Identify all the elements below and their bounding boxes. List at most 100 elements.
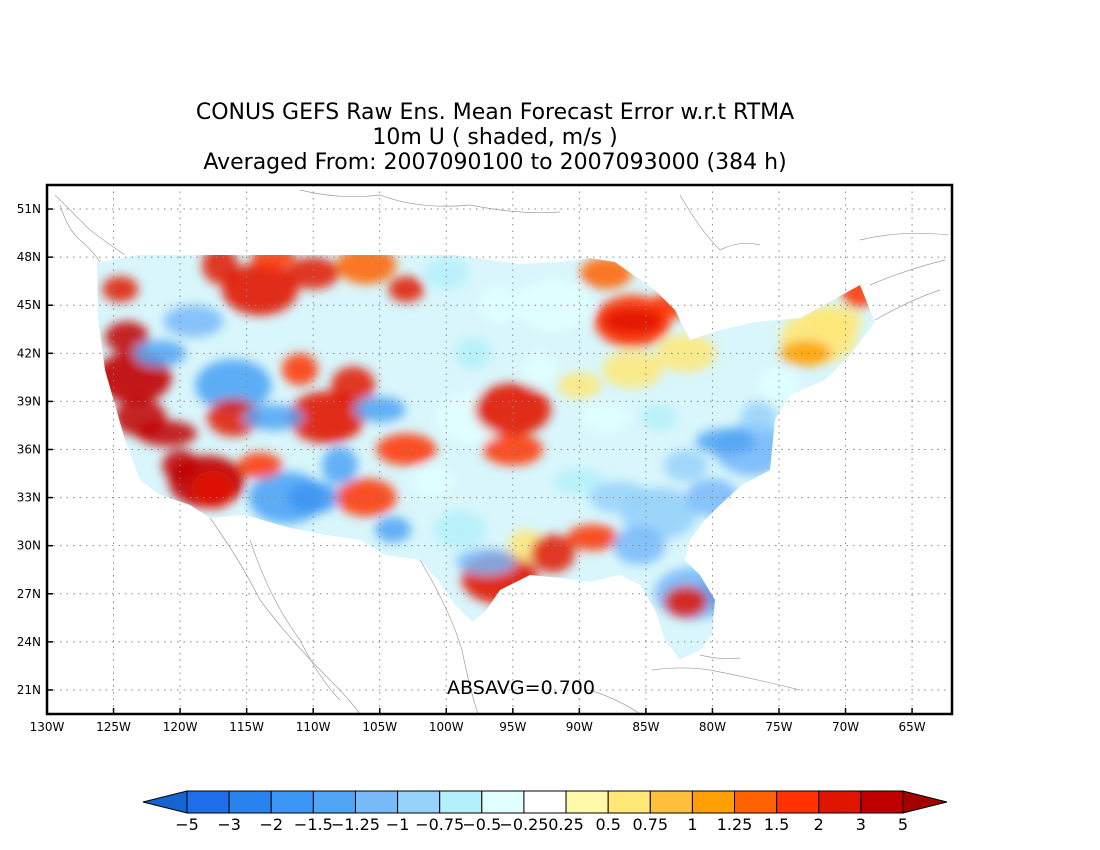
x-tick-label: 75W	[765, 720, 792, 734]
field-patch	[741, 401, 778, 434]
region-colorado-plateau	[288, 391, 365, 444]
colorbar-label: 1	[687, 815, 697, 834]
y-tick-label: 39N	[17, 394, 41, 408]
field-patch	[202, 255, 239, 285]
x-tick-label: 90W	[566, 720, 593, 734]
y-tick-label: 33N	[17, 491, 41, 505]
x-tick-label: 80W	[699, 720, 726, 734]
field-patch	[579, 401, 632, 434]
x-tick-label: 65W	[899, 720, 926, 734]
field-patch	[134, 340, 187, 367]
colorbar-label: −1.5	[294, 815, 333, 834]
colorbar: −5 −3 −2 −1.5−1.25 −1 −0.75−0.5−0.25 0.25 0.5 0.…	[142, 790, 948, 834]
region-kansas	[474, 383, 551, 436]
field-patch	[530, 534, 575, 573]
x-tick-label: 95W	[499, 720, 526, 734]
colorbar-label: −1.25	[331, 815, 380, 834]
field-patch	[482, 433, 543, 466]
x-tick-label: 120W	[163, 720, 198, 734]
colorbar-max-arrow	[902, 790, 948, 814]
region-upper-midwest	[514, 279, 591, 332]
absavg-label: ABSAVG=0.700	[447, 677, 595, 699]
y-tick-label: 24N	[17, 635, 41, 649]
field-patch	[756, 366, 801, 405]
colorbar-label: −0.75	[415, 815, 464, 834]
field-patch	[602, 350, 663, 389]
colorbar-label: 0.25	[548, 815, 584, 834]
x-tick-label: 85W	[632, 720, 659, 734]
x-tick-label: 100W	[429, 720, 464, 734]
x-tick-label: 125W	[96, 720, 131, 734]
colorbar-label: −0.5	[462, 815, 501, 834]
field-patch	[243, 404, 304, 431]
field-patch	[353, 396, 406, 423]
y-tick-label: 27N	[17, 587, 41, 601]
y-tick-label: 30N	[17, 539, 41, 553]
colorbar-swatch	[607, 790, 651, 814]
field-patch	[163, 305, 224, 338]
field-patch	[695, 428, 756, 455]
field-patch	[477, 286, 522, 325]
axes: 130W 125W 120W 115W 110W 105W 100W 95W 90W 85W 80W…	[17, 202, 926, 734]
field-patch	[410, 465, 455, 498]
colorbar-label: −3	[217, 815, 241, 834]
field-patch	[136, 420, 197, 447]
colorbar-label: 1.5	[764, 815, 789, 834]
colorbar-swatch	[312, 790, 356, 814]
field-patch	[663, 449, 708, 482]
colorbar-label: −1	[386, 815, 410, 834]
colorbar-min-arrow	[142, 790, 188, 814]
colorbar-label: 3	[856, 815, 866, 834]
y-tick-label: 45N	[17, 298, 41, 312]
colorbar-swatch	[776, 790, 820, 814]
x-tick-label: 115W	[229, 720, 264, 734]
gridlines	[47, 185, 952, 714]
field-patch	[336, 255, 397, 285]
field-patch	[521, 350, 558, 389]
colorbar-swatch	[397, 790, 441, 814]
field-patch	[287, 257, 340, 290]
colorbar-swatch	[354, 790, 399, 814]
field-patch	[663, 585, 708, 618]
colorbar-swatch	[860, 790, 904, 814]
colorbar-swatch	[523, 790, 567, 814]
field-patch	[424, 257, 469, 290]
x-tick-label: 105W	[362, 720, 397, 734]
colorbar-swatch	[186, 790, 230, 814]
colorbar-label: 0.5	[595, 815, 620, 834]
colorbar-swatch	[818, 790, 862, 814]
field-patch	[281, 353, 318, 386]
field-patch	[331, 366, 376, 405]
field-patch	[557, 372, 602, 399]
field-patch	[553, 468, 606, 495]
colorbar-label: 0.75	[632, 815, 668, 834]
y-tick-label: 42N	[17, 346, 41, 360]
field-patch	[237, 452, 282, 479]
field-patch	[655, 334, 716, 373]
coastline-outlines	[54, 189, 949, 714]
field-patch	[375, 516, 412, 543]
field-patch	[579, 257, 632, 290]
field-patch	[802, 305, 863, 338]
data-field	[97, 255, 875, 660]
region-northern-rockies	[221, 263, 298, 316]
field-patch	[433, 510, 486, 549]
x-tick-label: 70W	[832, 720, 859, 734]
title-line-2: 10m U ( shaded, m/s )	[372, 125, 618, 150]
colorbar-swatch	[228, 790, 272, 814]
colorbar-swatch	[734, 790, 778, 814]
x-tick-label: 110W	[296, 720, 331, 734]
title-line-3: Averaged From: 2007090100 to 2007093000 …	[203, 150, 787, 175]
field-patch	[456, 548, 517, 575]
colorbar-label: 2	[814, 815, 824, 834]
field-patch	[104, 321, 149, 354]
field-patch	[102, 276, 139, 303]
field-patch	[321, 446, 358, 485]
field-patch	[779, 340, 832, 367]
field-patch	[388, 276, 425, 303]
colorbar-swatch	[691, 790, 736, 814]
colorbar-swatch	[439, 790, 483, 814]
region-great-basin	[195, 359, 272, 412]
y-tick-label: 21N	[17, 683, 41, 697]
